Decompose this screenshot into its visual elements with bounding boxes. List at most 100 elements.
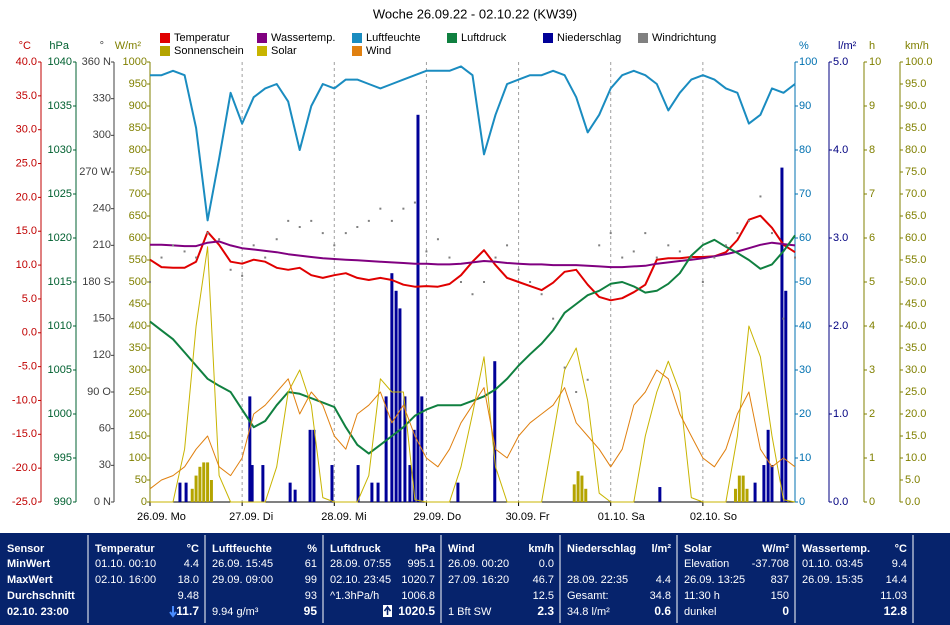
direction-dot — [794, 256, 796, 259]
legend-label: Wassertemp. — [271, 32, 335, 44]
bar — [312, 429, 316, 502]
y-tick-label: 1025 — [48, 188, 72, 200]
bar — [658, 487, 662, 502]
series-line — [150, 246, 796, 503]
y-tick-label: 60 — [799, 232, 811, 244]
cell-label: 34.8 l/m² — [567, 606, 610, 618]
x-tick-label: 28.09. Mi — [321, 511, 366, 523]
cell-label: Elevation — [684, 558, 729, 570]
legend-label: Luftfeuchte — [366, 32, 420, 44]
y-tick-label: 95.0 — [905, 78, 926, 90]
bar — [580, 475, 584, 502]
y-tick-label: 10.0 — [905, 452, 926, 464]
direction-dot — [632, 250, 635, 253]
y-axis-unit: hPa — [49, 40, 69, 52]
y-tick-label: 250 — [129, 386, 147, 398]
y-tick-label: 400 — [129, 320, 147, 332]
y-axis-unit: h — [869, 40, 875, 52]
direction-dot — [356, 226, 359, 228]
direction-dot — [287, 219, 290, 222]
direction-dot — [436, 238, 439, 241]
legend-label: Windrichtung — [652, 32, 716, 44]
column-title: Niederschlag — [567, 543, 636, 555]
direction-dot — [275, 238, 278, 241]
cell-value: 995.1 — [407, 558, 435, 570]
series-line — [150, 65, 796, 222]
cell-value: 1006.8 — [401, 590, 435, 602]
direction-dot — [655, 256, 658, 259]
direction-dot — [298, 226, 301, 228]
x-tick-label: 02.10. So — [690, 511, 737, 523]
bar — [330, 465, 334, 502]
cell-label: 28.09. 07:55 — [330, 558, 391, 570]
bar — [741, 475, 745, 502]
y-tick-label: 30.0 — [905, 364, 926, 376]
y-tick-label: 350 — [129, 342, 147, 354]
y-tick-label: 1000 — [48, 408, 72, 420]
direction-dot — [529, 281, 532, 283]
y-tick-label: 600 — [129, 232, 147, 244]
legend-swatch — [352, 46, 362, 56]
column-unit: km/h — [528, 543, 554, 555]
row-label: MinWert — [7, 558, 51, 570]
cell-label: 02.10. 23:45 — [330, 574, 391, 586]
direction-dot — [759, 195, 762, 198]
y-tick-label: 360 N — [82, 56, 111, 68]
y-tick-label: 45.0 — [905, 298, 926, 310]
y-axis-unit: km/h — [905, 40, 929, 52]
series-line — [149, 369, 796, 490]
cell-value: 9.4 — [892, 558, 907, 570]
cell-label: Gesamt: — [567, 590, 609, 602]
direction-dot — [425, 250, 428, 253]
cell-value: -37.708 — [752, 558, 789, 570]
x-tick-label: 01.10. Sa — [598, 511, 646, 523]
y-tick-label: 50.0 — [905, 276, 926, 288]
y-tick-label: 500 — [129, 276, 147, 288]
cell-label: 26.09. 13:25 — [684, 574, 745, 586]
bar — [576, 471, 580, 502]
column-title: Wassertemp. — [802, 543, 870, 555]
y-tick-label: 85.0 — [905, 122, 926, 134]
x-tick-label: 27.09. Di — [229, 511, 273, 523]
bar — [762, 465, 766, 502]
y-tick-label: 20 — [799, 408, 811, 420]
direction-dot — [160, 256, 163, 259]
y-tick-label: 35.0 — [16, 90, 37, 102]
direction-dot — [149, 281, 151, 283]
direction-dot — [701, 281, 704, 283]
direction-dot — [402, 207, 405, 210]
y-tick-label: 2 — [869, 408, 875, 420]
bar — [456, 482, 460, 502]
y-tick-label: 70.0 — [905, 188, 926, 200]
direction-dot — [218, 238, 221, 241]
column-unit: °C — [895, 543, 907, 555]
y-axis-unit: l/m² — [838, 40, 857, 52]
y-tick-label: 0 — [869, 496, 875, 508]
direction-dot — [586, 378, 589, 381]
y-tick-label: 75.0 — [905, 166, 926, 178]
bar — [209, 480, 213, 502]
cell-label: ^1.3hPa/h — [330, 590, 379, 602]
y-tick-label: 50 — [135, 474, 147, 486]
y-tick-label: 9 — [869, 100, 875, 112]
bar — [202, 462, 206, 502]
legend-swatch — [352, 33, 362, 43]
y-tick-label: 2.0 — [833, 320, 848, 332]
direction-dot — [494, 256, 497, 259]
row-label: 02.10. 23:00 — [7, 606, 69, 618]
y-tick-label: 200 — [129, 408, 147, 420]
direction-dot — [598, 244, 601, 247]
direction-dot — [471, 293, 474, 296]
bar — [198, 466, 202, 502]
direction-dot — [459, 281, 462, 283]
cell-value: 11.7 — [176, 604, 199, 618]
cell-label: 9.94 g/m³ — [212, 606, 259, 618]
direction-dot — [321, 232, 324, 235]
legend-label: Wind — [366, 45, 391, 57]
direction-dot — [517, 268, 520, 271]
direction-dot — [667, 244, 670, 247]
x-tick-label: 30.09. Fr — [506, 511, 550, 523]
cell-value: 1020.5 — [398, 604, 435, 618]
y-tick-label: 40 — [799, 320, 811, 332]
y-tick-label: 1005 — [48, 364, 72, 376]
